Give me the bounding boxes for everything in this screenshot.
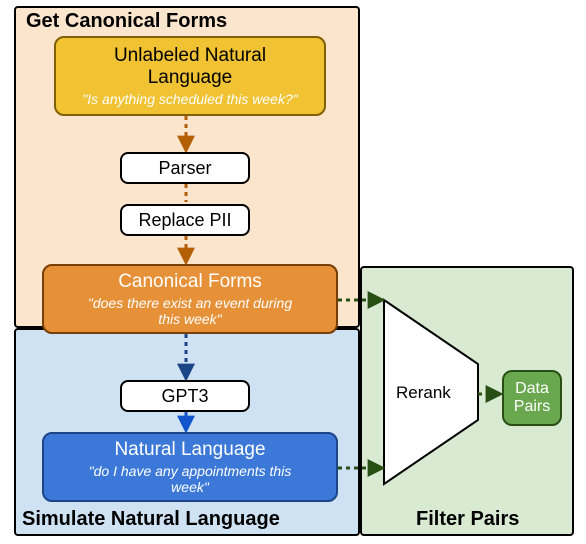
title-get-canonical: Get Canonical Forms [26,10,227,33]
box-parser-label: Parser [158,158,211,179]
box-natural-title: Natural Language [114,439,265,461]
box-replace-label: Replace PII [138,210,231,231]
box-gpt3: GPT3 [120,380,250,412]
box-data-pairs: Data Pairs [502,370,562,426]
box-canonical-subtitle: "does there exist an event during this w… [88,295,292,327]
box-natural-subtitle: "do I have any appointments this week" [89,463,292,495]
box-parser: Parser [120,152,250,184]
box-unlabeled-title: Unlabeled Natural Language [114,45,266,89]
box-canonical: Canonical Forms "does there exist an eve… [42,264,338,334]
box-unlabeled-subtitle: "Is anything scheduled this week?" [82,91,297,107]
box-unlabeled: Unlabeled Natural Language "Is anything … [54,36,326,116]
title-simulate: Simulate Natural Language [22,508,280,531]
box-canonical-title: Canonical Forms [118,271,262,293]
title-filter: Filter Pairs [416,508,519,531]
box-gpt3-label: GPT3 [161,386,208,407]
box-replace-pii: Replace PII [120,204,250,236]
box-natural: Natural Language "do I have any appointm… [42,432,338,502]
box-data-pairs-title: Data Pairs [514,380,550,417]
